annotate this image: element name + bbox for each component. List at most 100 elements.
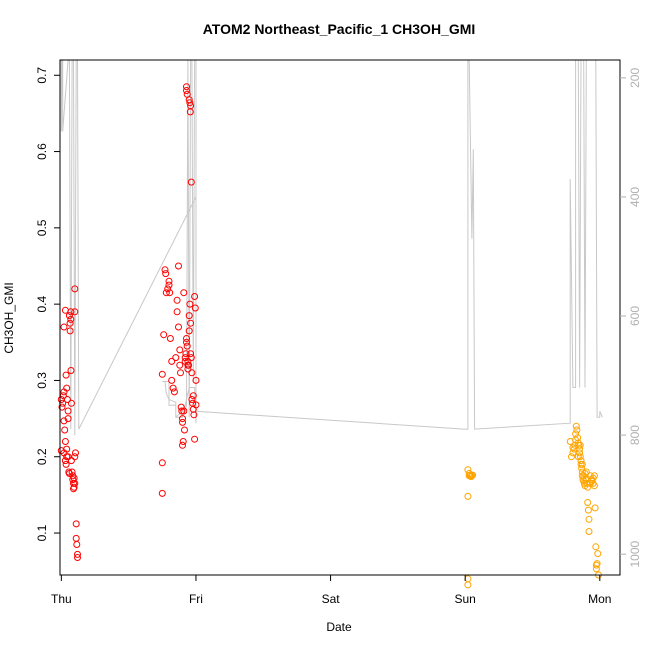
data-point bbox=[166, 289, 174, 297]
data-point bbox=[585, 515, 593, 523]
data-point bbox=[576, 441, 584, 449]
y-right-tick-label: 1000 bbox=[628, 540, 642, 567]
data-point bbox=[64, 407, 72, 415]
data-point bbox=[169, 384, 177, 392]
data-point bbox=[592, 543, 600, 551]
data-point bbox=[187, 350, 195, 358]
data-point bbox=[176, 346, 184, 354]
data-point bbox=[569, 444, 577, 452]
data-point bbox=[568, 453, 575, 461]
data-point bbox=[63, 445, 71, 453]
data-point bbox=[578, 460, 586, 468]
data-point bbox=[74, 550, 81, 558]
data-point bbox=[179, 415, 186, 423]
data-point bbox=[191, 304, 199, 312]
data-point bbox=[61, 438, 69, 445]
data-point bbox=[64, 415, 72, 423]
data-point bbox=[180, 407, 188, 415]
data-point bbox=[164, 285, 172, 293]
data-point bbox=[190, 411, 198, 419]
y-tick-label: 0.6 bbox=[35, 143, 49, 160]
data-point bbox=[186, 108, 194, 116]
data-point bbox=[179, 441, 186, 449]
y-right-tick-label: 800 bbox=[628, 425, 642, 445]
data-point bbox=[183, 83, 190, 91]
data-point bbox=[71, 453, 79, 461]
data-point bbox=[158, 370, 166, 378]
axes-layer: Thu Fri Sat Sun Mon 0.1 0.2 0.3 0.4 0.5 0.6 0.7 200 4… bbox=[35, 67, 642, 606]
data-point bbox=[179, 438, 187, 445]
data-point bbox=[166, 335, 174, 342]
data-point bbox=[180, 289, 188, 297]
data-point bbox=[185, 361, 193, 369]
data-point bbox=[185, 312, 193, 320]
data-point bbox=[72, 534, 80, 542]
data-point bbox=[191, 435, 199, 443]
x-tick-label: Sun bbox=[455, 592, 476, 606]
data-point bbox=[464, 492, 472, 500]
y-tick-label: 0.5 bbox=[35, 219, 49, 236]
data-point bbox=[67, 399, 75, 407]
x-axis-label: Date bbox=[326, 620, 352, 634]
data-point bbox=[173, 308, 181, 316]
data-point bbox=[574, 434, 582, 442]
data-point bbox=[179, 418, 186, 426]
data-point bbox=[176, 361, 184, 369]
data-point bbox=[61, 426, 69, 434]
data-point bbox=[576, 453, 584, 461]
data-point bbox=[162, 289, 170, 297]
data-point bbox=[58, 403, 66, 411]
data-point bbox=[189, 392, 197, 400]
data-point bbox=[185, 327, 193, 335]
data-point bbox=[466, 471, 474, 479]
data-point bbox=[188, 369, 196, 377]
data-point bbox=[160, 331, 168, 339]
data-point bbox=[572, 430, 580, 438]
data-point bbox=[186, 99, 194, 107]
data-point bbox=[67, 315, 75, 323]
data-point bbox=[181, 426, 188, 434]
data-point bbox=[65, 312, 73, 320]
y-tick-label: 0.4 bbox=[35, 295, 49, 312]
data-point bbox=[71, 285, 79, 293]
data-point bbox=[576, 449, 584, 457]
y-tick-label: 0.3 bbox=[35, 372, 49, 389]
x-tick-label: Fri bbox=[189, 592, 203, 606]
data-point bbox=[175, 323, 182, 331]
data-point bbox=[594, 550, 602, 558]
data-point bbox=[183, 335, 190, 342]
y-tick-label: 0.1 bbox=[35, 524, 49, 541]
chart-title: ATOM2 Northeast_Pacific_1 CH3OH_GMI bbox=[203, 21, 476, 37]
data-point bbox=[63, 384, 71, 392]
data-point bbox=[465, 472, 473, 480]
y-right-tick-label: 200 bbox=[628, 68, 642, 88]
x-tick-label: Thu bbox=[51, 592, 72, 606]
data-point bbox=[161, 266, 169, 274]
data-point bbox=[192, 401, 200, 409]
data-point bbox=[168, 376, 176, 384]
data-point bbox=[67, 457, 75, 465]
data-point bbox=[184, 357, 192, 365]
data-point bbox=[178, 407, 186, 415]
data-point bbox=[464, 581, 472, 589]
data-point bbox=[584, 506, 592, 514]
data-point bbox=[591, 504, 599, 512]
data-point bbox=[66, 327, 74, 335]
data-point bbox=[72, 449, 79, 457]
data-point bbox=[192, 376, 200, 384]
data-point bbox=[188, 396, 196, 403]
data-point bbox=[67, 367, 75, 374]
data-point bbox=[186, 300, 194, 308]
data-point bbox=[585, 528, 593, 535]
data-point bbox=[170, 388, 178, 396]
data-point bbox=[569, 449, 577, 457]
data-point bbox=[71, 479, 79, 487]
data-point bbox=[73, 541, 81, 548]
data-point bbox=[592, 565, 600, 573]
points-layer bbox=[57, 83, 602, 589]
data-point bbox=[158, 489, 166, 497]
data-point bbox=[71, 308, 79, 316]
data-point bbox=[177, 369, 184, 377]
data-point bbox=[165, 281, 173, 289]
